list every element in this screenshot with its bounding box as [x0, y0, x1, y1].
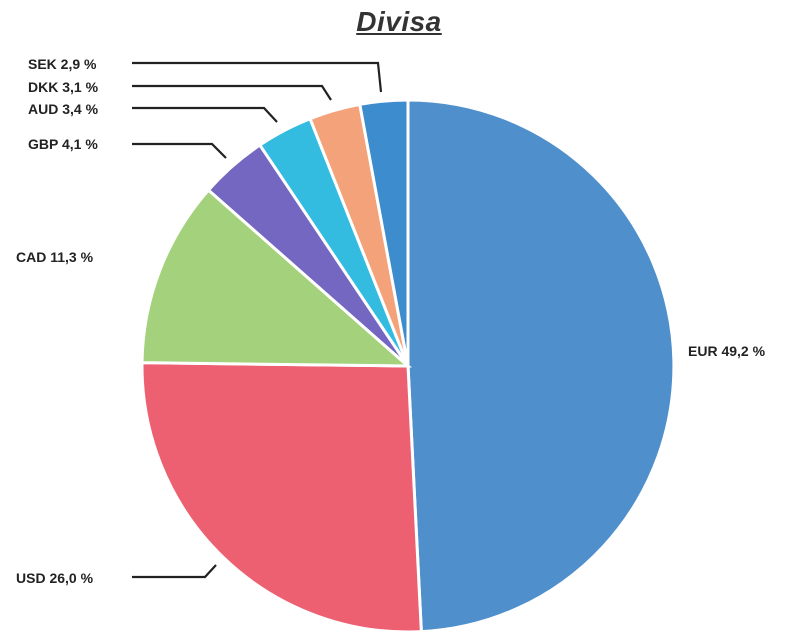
slice-label-eur: EUR 49,2 %	[688, 343, 766, 359]
pie-slice-usd	[140, 361, 423, 632]
slice-label-cad: CAD 11,3 %	[16, 249, 94, 265]
pie-slice-eur	[406, 98, 676, 632]
leader-line-sek	[132, 61, 383, 93]
leader-line-dkk	[132, 84, 332, 101]
pie-slices	[140, 98, 676, 632]
slice-labels: EUR 49,2 % USD 26,0 % CAD 11,3 % GBP 4,1 % A…	[16, 56, 766, 586]
slice-label-usd: USD 26,0 %	[16, 570, 94, 586]
slice-label-gbp: GBP 4,1 %	[28, 136, 98, 152]
slice-label-sek: SEK 2,9 %	[28, 56, 97, 72]
leader-line-aud	[132, 106, 278, 123]
leader-lines	[132, 61, 383, 579]
chart-title: Divisa	[356, 6, 442, 37]
slice-label-dkk: DKK 3,1 %	[28, 79, 99, 95]
pie-slice-cad	[140, 187, 413, 368]
slice-label-aud: AUD 3,4 %	[28, 101, 99, 117]
pie-slice-sek	[358, 98, 410, 367]
leader-line-usd	[132, 564, 217, 579]
leader-line-gbp	[132, 142, 227, 159]
